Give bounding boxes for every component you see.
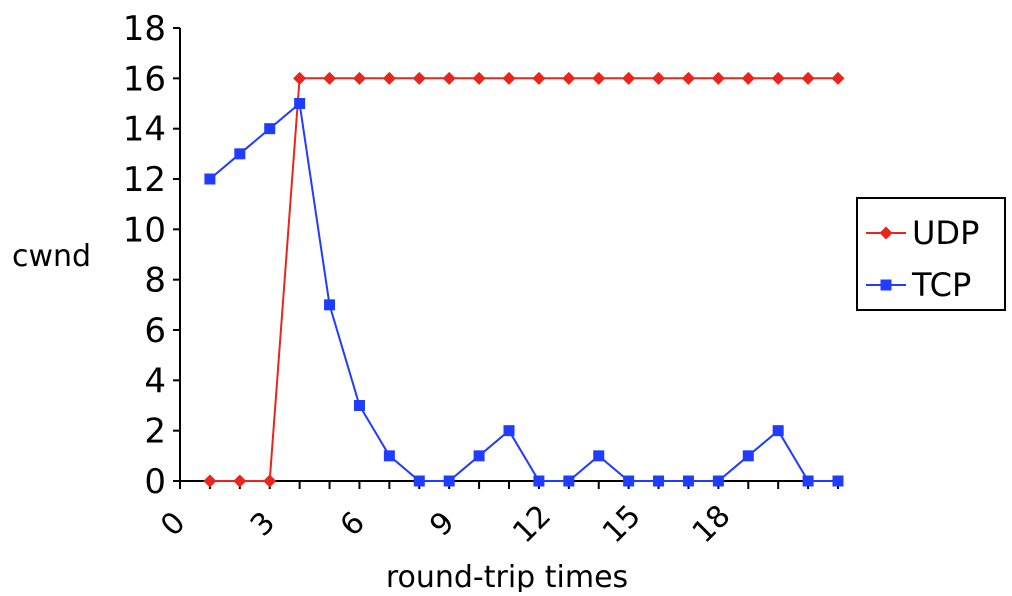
data-point-udp (203, 474, 217, 488)
y-tick-label: 0 (144, 462, 166, 502)
data-point-udp (532, 71, 546, 85)
data-point-udp (771, 71, 785, 85)
series-tcp (204, 98, 844, 487)
data-point-udp (263, 474, 277, 488)
data-point-tcp (802, 475, 814, 487)
legend-label-udp: UDP (912, 214, 979, 252)
data-point-udp (472, 71, 486, 85)
data-point-tcp (413, 475, 425, 487)
data-point-udp (681, 71, 695, 85)
data-point-tcp (204, 173, 216, 185)
y-tick-label: 16 (123, 59, 166, 99)
legend: UDP TCP (856, 197, 1006, 311)
series-udp (203, 71, 845, 488)
data-point-tcp (533, 475, 545, 487)
x-tick-label: 0 (154, 505, 192, 543)
legend-marker-udp (879, 226, 893, 240)
y-tick-label: 18 (123, 9, 166, 49)
data-point-udp (412, 71, 426, 85)
data-point-tcp (832, 475, 844, 487)
data-point-tcp (682, 475, 694, 487)
y-tick-label: 14 (123, 110, 166, 150)
x-tick-label: 18 (686, 498, 738, 550)
data-point-udp (293, 71, 307, 85)
data-point-tcp (742, 450, 754, 462)
data-point-tcp (712, 475, 724, 487)
data-point-udp (562, 71, 576, 85)
data-point-tcp (653, 475, 665, 487)
series-layer (203, 71, 845, 488)
series-line-tcp (209, 101, 838, 482)
data-point-udp (711, 71, 725, 85)
y-tick-label: 6 (144, 311, 166, 351)
x-tick-label: 15 (596, 498, 648, 550)
x-tick-label: 9 (423, 505, 461, 543)
data-point-udp (352, 71, 366, 85)
legend-marker-tcp (880, 279, 892, 291)
data-point-udp (233, 474, 247, 488)
legend-label-tcp: TCP (911, 266, 971, 304)
y-tick-label: 10 (123, 210, 166, 250)
y-tick-label: 12 (123, 160, 166, 200)
data-point-udp (652, 71, 666, 85)
data-point-tcp (234, 148, 246, 160)
data-point-tcp (294, 98, 306, 109)
series-line-udp (209, 77, 838, 482)
data-point-udp (741, 71, 755, 85)
data-point-tcp (503, 425, 515, 437)
y-tick-label: 8 (144, 261, 166, 301)
data-point-tcp (324, 299, 336, 311)
data-point-udp (592, 71, 606, 85)
y-tick-label: 4 (144, 361, 166, 401)
axes: 0 2 4 6 8 10 12 14 16 18 0 3 6 9 12 15 18 (123, 9, 839, 550)
data-point-tcp (264, 123, 276, 135)
data-point-tcp (772, 425, 784, 437)
data-point-udp (801, 71, 815, 85)
y-axis-title: cwnd (12, 239, 91, 274)
data-point-tcp (383, 450, 395, 462)
legend-box (856, 197, 1006, 311)
data-point-udp (502, 71, 516, 85)
data-point-udp (442, 71, 456, 85)
data-point-udp (622, 71, 636, 85)
data-point-tcp (563, 475, 575, 487)
data-point-tcp (593, 450, 605, 462)
data-point-udp (323, 71, 337, 85)
data-point-tcp (353, 400, 365, 411)
x-axis-title: round-trip times (386, 560, 628, 592)
data-point-tcp (623, 475, 635, 487)
data-point-tcp (473, 450, 485, 462)
data-point-udp (831, 71, 845, 85)
x-tick-label: 12 (506, 498, 558, 550)
y-tick-label: 2 (144, 412, 166, 452)
data-point-udp (382, 71, 396, 85)
data-point-tcp (443, 475, 455, 487)
x-tick-label: 3 (244, 505, 282, 543)
x-tick-label: 6 (334, 505, 372, 543)
